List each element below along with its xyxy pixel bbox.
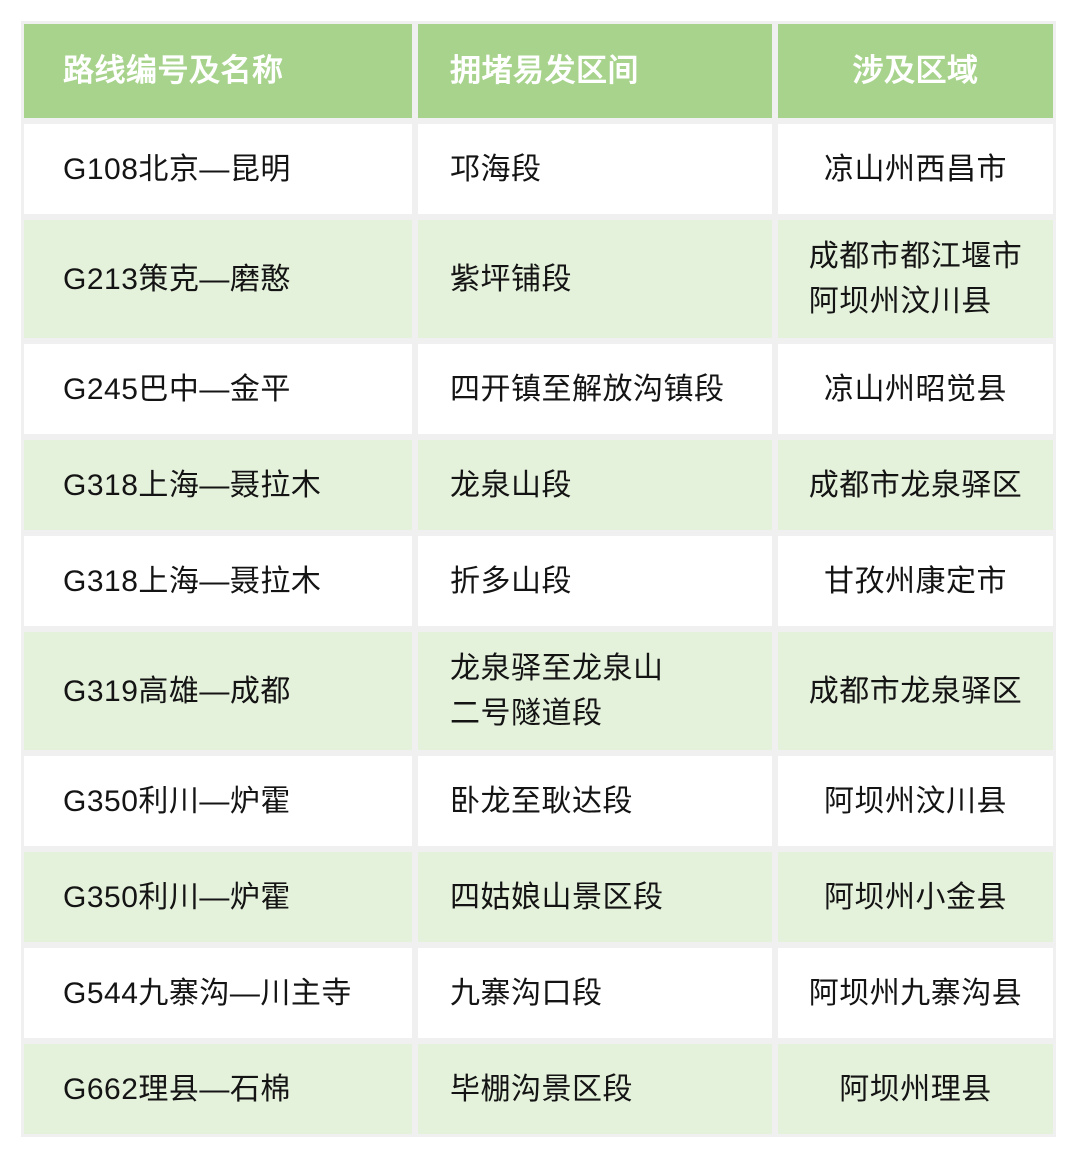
cell-region: 凉山州昭觉县 xyxy=(778,344,1053,434)
cell-region-text: 凉山州昭觉县 xyxy=(824,372,1007,406)
cell-region: 阿坝州九寨沟县 xyxy=(778,948,1053,1038)
cell-route-text: G318上海—聂拉木 xyxy=(63,564,322,598)
cell-route: G318上海—聂拉木 xyxy=(24,440,412,530)
cell-region-text: 成都市龙泉驿区 xyxy=(808,468,1023,502)
cell-section: 毕棚沟景区段 xyxy=(418,1044,772,1134)
cell-route-text: G350利川—炉霍 xyxy=(63,880,291,914)
table-row: G318上海—聂拉木 龙泉山段 成都市龙泉驿区 xyxy=(24,440,1053,530)
cell-region-text: 成都市龙泉驿区 xyxy=(808,674,1023,708)
cell-section-text: 邛海段 xyxy=(450,152,542,186)
cell-region: 阿坝州小金县 xyxy=(778,852,1053,942)
cell-section-text: 卧龙至耿达段 xyxy=(450,784,633,818)
header-cell-region: 涉及区域 xyxy=(778,24,1053,118)
table-header-row: 路线编号及名称 拥堵易发区间 涉及区域 xyxy=(24,24,1053,118)
cell-section-text: 九寨沟口段 xyxy=(450,976,603,1010)
cell-route-text: G662理县—石棉 xyxy=(63,1072,291,1106)
cell-route: G213策克—磨憨 xyxy=(24,220,412,338)
table-row: G318上海—聂拉木 折多山段 甘孜州康定市 xyxy=(24,536,1053,626)
cell-region-text: 阿坝州汶川县 xyxy=(824,784,1007,818)
cell-region: 阿坝州理县 xyxy=(778,1044,1053,1134)
cell-section: 四姑娘山景区段 xyxy=(418,852,772,942)
cell-route-text: G544九寨沟—川主寺 xyxy=(63,976,352,1010)
table-row: G245巴中—金平 四开镇至解放沟镇段 凉山州昭觉县 xyxy=(24,344,1053,434)
table-row: G350利川—炉霍 卧龙至耿达段 阿坝州汶川县 xyxy=(24,756,1053,846)
cell-section-text: 龙泉山段 xyxy=(450,468,572,502)
cell-region-text: 甘孜州康定市 xyxy=(824,564,1007,598)
cell-region-text: 成都市都江堰市 阿坝州汶川县 xyxy=(808,240,1023,318)
table-row: G319高雄—成都 龙泉驿至龙泉山 二号隧道段 成都市龙泉驿区 xyxy=(24,632,1053,750)
cell-section: 折多山段 xyxy=(418,536,772,626)
cell-section-text: 紫坪铺段 xyxy=(450,262,572,296)
cell-section: 邛海段 xyxy=(418,124,772,214)
cell-route: G108北京—昆明 xyxy=(24,124,412,214)
cell-section-text: 折多山段 xyxy=(450,564,572,598)
cell-route-text: G318上海—聂拉木 xyxy=(63,468,322,502)
cell-section-text: 龙泉驿至龙泉山 二号隧道段 xyxy=(450,652,664,730)
table-body: G108北京—昆明 邛海段 凉山州西昌市 G213策克—磨憨 紫坪铺段 成都市都江堰市 阿… xyxy=(24,124,1053,1134)
cell-route-text: G108北京—昆明 xyxy=(63,152,291,186)
table-row: G544九寨沟—川主寺 九寨沟口段 阿坝州九寨沟县 xyxy=(24,948,1053,1038)
cell-route: G350利川—炉霍 xyxy=(24,852,412,942)
cell-route: G662理县—石棉 xyxy=(24,1044,412,1134)
table-row: G108北京—昆明 邛海段 凉山州西昌市 xyxy=(24,124,1053,214)
cell-region: 阿坝州汶川县 xyxy=(778,756,1053,846)
cell-region: 成都市都江堰市 阿坝州汶川县 xyxy=(778,220,1053,338)
cell-region: 甘孜州康定市 xyxy=(778,536,1053,626)
cell-route: G318上海—聂拉木 xyxy=(24,536,412,626)
table-row: G662理县—石棉 毕棚沟景区段 阿坝州理县 xyxy=(24,1044,1053,1134)
cell-section: 四开镇至解放沟镇段 xyxy=(418,344,772,434)
cell-route-text: G350利川—炉霍 xyxy=(63,784,291,818)
table-row: G213策克—磨憨 紫坪铺段 成都市都江堰市 阿坝州汶川县 xyxy=(24,220,1053,338)
cell-region-text: 阿坝州理县 xyxy=(839,1072,992,1106)
cell-region-text: 凉山州西昌市 xyxy=(824,152,1007,186)
header-cell-route: 路线编号及名称 xyxy=(24,24,412,118)
cell-route: G544九寨沟—川主寺 xyxy=(24,948,412,1038)
cell-section: 龙泉山段 xyxy=(418,440,772,530)
cell-region-text: 阿坝州小金县 xyxy=(824,880,1007,914)
cell-region: 凉山州西昌市 xyxy=(778,124,1053,214)
table-row: G350利川—炉霍 四姑娘山景区段 阿坝州小金县 xyxy=(24,852,1053,942)
cell-section: 龙泉驿至龙泉山 二号隧道段 xyxy=(418,632,772,750)
cell-route-text: G213策克—磨憨 xyxy=(63,262,291,296)
cell-region-text: 阿坝州九寨沟县 xyxy=(808,976,1023,1010)
cell-route-text: G319高雄—成都 xyxy=(63,674,291,708)
cell-section: 卧龙至耿达段 xyxy=(418,756,772,846)
cell-section: 紫坪铺段 xyxy=(418,220,772,338)
cell-route: G350利川—炉霍 xyxy=(24,756,412,846)
header-cell-section: 拥堵易发区间 xyxy=(418,24,772,118)
cell-route-text: G245巴中—金平 xyxy=(63,372,291,406)
cell-section-text: 毕棚沟景区段 xyxy=(450,1072,633,1106)
cell-route: G245巴中—金平 xyxy=(24,344,412,434)
cell-section-text: 四姑娘山景区段 xyxy=(450,880,664,914)
cell-region: 成都市龙泉驿区 xyxy=(778,440,1053,530)
congestion-table: 路线编号及名称 拥堵易发区间 涉及区域 G108北京—昆明 邛海段 凉山州西昌市 G2… xyxy=(21,21,1056,1137)
cell-section: 九寨沟口段 xyxy=(418,948,772,1038)
cell-section-text: 四开镇至解放沟镇段 xyxy=(450,372,725,406)
cell-route: G319高雄—成都 xyxy=(24,632,412,750)
cell-region: 成都市龙泉驿区 xyxy=(778,632,1053,750)
